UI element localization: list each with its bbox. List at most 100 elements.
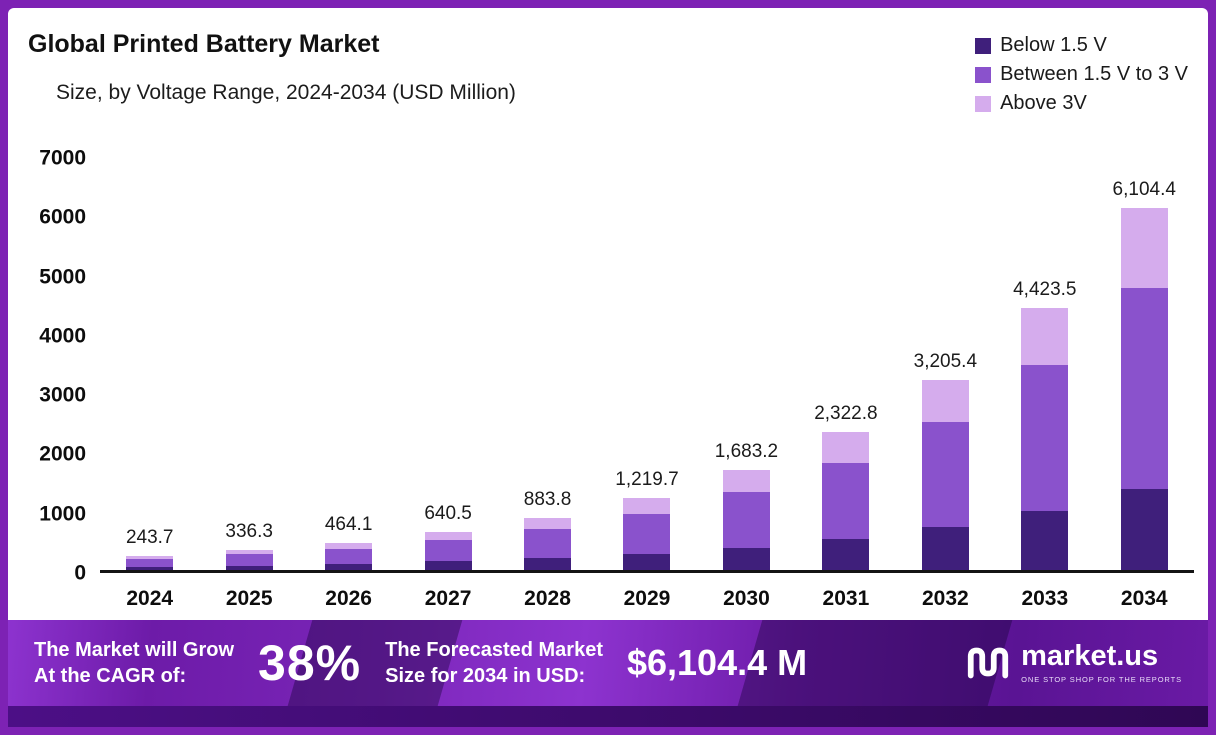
bar-segment-below-1-5-v bbox=[325, 563, 373, 570]
bar-segment-above-3v bbox=[921, 379, 969, 422]
cagr-value: 38% bbox=[258, 635, 362, 691]
bar-total-label: 1,219.7 bbox=[615, 468, 679, 490]
x-axis-label: 2031 bbox=[822, 587, 870, 610]
brand-tagline: ONE STOP SHOP FOR THE REPORTS bbox=[1021, 675, 1182, 684]
brand-text-block: market.us ONE STOP SHOP FOR THE REPORTS bbox=[1021, 640, 1182, 685]
bar-column-2032: 3,205.4 bbox=[896, 158, 995, 570]
legend-item-above-3v: Above 3V bbox=[975, 92, 1188, 115]
bar-total-label: 464.1 bbox=[324, 513, 373, 535]
bar-segment-above-3v bbox=[424, 532, 472, 541]
y-tick-label: 0 bbox=[74, 561, 86, 585]
bar-segment-below-1-5-v bbox=[722, 547, 770, 570]
legend-swatch-between-1-5v-3v bbox=[975, 66, 992, 83]
bar-column-2034: 6,104.4 bbox=[1095, 158, 1194, 570]
x-axis-label: 2032 bbox=[921, 587, 969, 610]
bar-segment-below-1-5-v bbox=[126, 566, 174, 570]
y-tick-label: 4000 bbox=[39, 324, 86, 348]
bar-segment-above-3v bbox=[722, 470, 770, 493]
bar-column-2030: 1,683.2 bbox=[697, 158, 796, 570]
market-us-logo-icon bbox=[968, 647, 1009, 679]
bar-stack bbox=[424, 532, 472, 570]
brand-logo: market.us ONE STOP SHOP FOR THE REPORTS bbox=[965, 642, 1182, 684]
bar-total-label: 3,205.4 bbox=[913, 350, 978, 372]
bar-stack bbox=[1120, 208, 1168, 570]
brand-name: market.us bbox=[1021, 640, 1159, 672]
bar-segment-between-1-5-v-to-3-v bbox=[424, 540, 472, 562]
legend-item-between-1-5v-3v: Between 1.5 V to 3 V bbox=[975, 63, 1188, 86]
cagr-label: The Market will Grow At the CAGR of: bbox=[34, 637, 234, 689]
bar-column-2031: 2,322.8 bbox=[796, 158, 895, 570]
bar-stack bbox=[225, 550, 273, 570]
forecast-label-line1: The Forecasted Market bbox=[385, 639, 603, 661]
legend: Below 1.5 V Between 1.5 V to 3 V Above 3… bbox=[975, 34, 1188, 115]
bar-stack bbox=[623, 497, 671, 570]
y-tick-label: 1000 bbox=[39, 502, 86, 526]
bar-stack bbox=[126, 555, 174, 570]
bar-segment-below-1-5-v bbox=[1021, 511, 1069, 570]
legend-label-between-1-5v-3v: Between 1.5 V to 3 V bbox=[1000, 63, 1188, 85]
y-axis: 0 1000 2000 3000 4000 5000 6000 7000 bbox=[22, 148, 100, 584]
bar-segment-between-1-5-v-to-3-v bbox=[822, 462, 870, 539]
stacked-bar-chart: 0 1000 2000 3000 4000 5000 6000 7000 243.7 336.3… bbox=[22, 148, 1194, 611]
bar-column-2024: 243.7 bbox=[100, 158, 199, 570]
bar-total-label: 1,683.2 bbox=[714, 441, 779, 463]
y-tick-label: 2000 bbox=[39, 442, 86, 466]
legend-item-below-1-5v: Below 1.5 V bbox=[975, 34, 1188, 57]
bar-total-label: 4,423.5 bbox=[1013, 278, 1077, 300]
bar-stack bbox=[722, 470, 770, 570]
forecast-label: The Forecasted Market Size for 2034 in U… bbox=[385, 637, 603, 689]
bar-segment-between-1-5-v-to-3-v bbox=[1021, 365, 1069, 512]
bar-segment-below-1-5-v bbox=[225, 565, 273, 570]
bar-total-label: 640.5 bbox=[424, 503, 472, 525]
bar-segment-above-3v bbox=[822, 432, 870, 463]
y-tick-label: 7000 bbox=[39, 146, 86, 170]
chart-title: Global Printed Battery Market bbox=[28, 30, 380, 58]
bar-stack bbox=[524, 517, 572, 570]
x-axis-label: 2025 bbox=[225, 587, 273, 610]
bar-segment-below-1-5-v bbox=[623, 553, 671, 570]
bar-total-label: 2,322.8 bbox=[814, 403, 878, 425]
bar-segment-below-1-5-v bbox=[921, 527, 969, 570]
x-axis-label: 2034 bbox=[1120, 587, 1168, 610]
bar-segment-between-1-5-v-to-3-v bbox=[722, 492, 770, 548]
bar-segment-above-3v bbox=[524, 517, 572, 530]
plot-area: 243.7 336.3 464.1 640.5 883.8 1,219.7 1,683.2 2… bbox=[100, 158, 1194, 573]
x-axis-label: 2027 bbox=[424, 587, 472, 610]
chart-header: Global Printed Battery Market Size, by V… bbox=[22, 30, 1194, 138]
bar-segment-above-3v bbox=[225, 550, 273, 555]
bar-segment-below-1-5-v bbox=[524, 558, 572, 570]
x-axis-label: 2028 bbox=[524, 587, 571, 610]
bar-segment-above-3v bbox=[1120, 208, 1168, 288]
bar-stack bbox=[921, 379, 969, 570]
legend-label-above-3v: Above 3V bbox=[1000, 92, 1087, 114]
footer-banner: The Market will Grow At the CAGR of: 38%… bbox=[8, 620, 1208, 706]
y-tick-label: 5000 bbox=[39, 265, 86, 289]
legend-swatch-below-1-5v bbox=[975, 37, 992, 54]
x-axis-label: 2030 bbox=[723, 587, 770, 610]
bar-segment-below-1-5-v bbox=[424, 561, 472, 570]
forecast-value: $6,104.4 M bbox=[626, 642, 808, 683]
bar-segment-between-1-5-v-to-3-v bbox=[524, 529, 572, 559]
bar-stack bbox=[1021, 307, 1069, 570]
chart-subtitle: Size, by Voltage Range, 2024-2034 (USD M… bbox=[56, 81, 516, 104]
x-axis-label: 2026 bbox=[325, 587, 372, 610]
bar-column-2026: 464.1 bbox=[299, 158, 398, 570]
bar-total-label: 243.7 bbox=[125, 526, 174, 548]
bar-segment-between-1-5-v-to-3-v bbox=[623, 513, 671, 554]
bar-column-2025: 336.3 bbox=[199, 158, 298, 570]
cagr-label-line2: At the CAGR of: bbox=[34, 665, 187, 687]
bar-segment-above-3v bbox=[1021, 307, 1069, 366]
legend-label-below-1-5v: Below 1.5 V bbox=[1000, 34, 1107, 56]
bar-stack bbox=[822, 432, 870, 570]
bar-segment-between-1-5-v-to-3-v bbox=[921, 421, 969, 528]
bar-total-label: 883.8 bbox=[523, 488, 572, 510]
bar-total-label: 6,104.4 bbox=[1112, 179, 1176, 201]
x-axis-label: 2024 bbox=[126, 587, 174, 610]
bar-segment-between-1-5-v-to-3-v bbox=[225, 554, 273, 566]
bar-segment-between-1-5-v-to-3-v bbox=[1120, 287, 1168, 489]
x-axis-label: 2029 bbox=[623, 587, 671, 610]
bar-segment-above-3v bbox=[623, 497, 671, 514]
plot-wrap: 243.7 336.3 464.1 640.5 883.8 1,219.7 1,683.2 2… bbox=[100, 158, 1194, 611]
footer-content: The Market will Grow At the CAGR of: 38%… bbox=[8, 620, 1208, 706]
